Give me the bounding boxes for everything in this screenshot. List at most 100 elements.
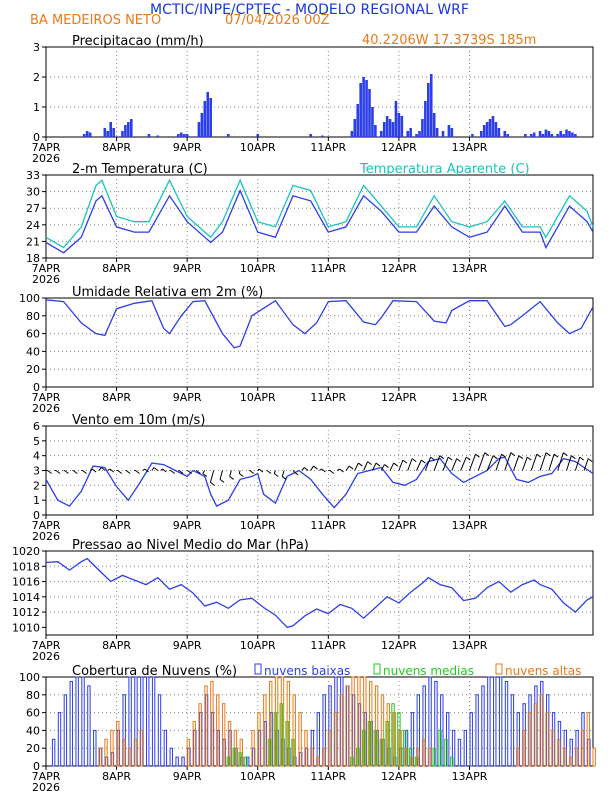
clouds-xtick-label: 11APR	[310, 770, 346, 783]
rh-xtick-label: 13APR	[452, 391, 488, 404]
wind-barb-flag	[170, 470, 176, 474]
cloud-legend-swatch	[254, 663, 262, 675]
wind-barb	[345, 465, 350, 471]
precip-bar	[427, 83, 430, 137]
slp-xtick-label: 11APR	[310, 639, 346, 652]
wind-barb-flag	[456, 458, 461, 463]
cloud-bar-mid	[438, 729, 442, 767]
cloud-bar-low	[457, 738, 462, 767]
precip-bar	[103, 128, 107, 137]
cloud-bar-low	[510, 694, 515, 767]
precip-bar	[485, 122, 489, 137]
cloud-bar-high	[368, 680, 373, 767]
wind-line-blue	[45, 456, 594, 509]
precip-bar	[447, 125, 451, 137]
precip-bar	[185, 134, 189, 137]
cloud-bar-high	[310, 747, 314, 767]
temp-title2: Temperatura Aparente (C)	[359, 162, 530, 177]
cloud-bar-low	[463, 729, 468, 767]
wind-barb	[539, 452, 547, 471]
precip-ytick-label: 2	[33, 71, 40, 84]
wind-barb-flag	[153, 467, 159, 471]
wind-ytick-label: 5	[33, 435, 40, 448]
slp-year-label: 2026	[32, 650, 60, 663]
cloud-bar-high	[221, 703, 226, 767]
precip-bar	[374, 125, 377, 137]
temp-ytick-label: 18	[26, 252, 40, 265]
wind-ytick-label: 3	[33, 465, 40, 478]
wind-barb	[548, 454, 555, 471]
temp-ytick-label: 21	[26, 235, 40, 248]
cloud-bar-low	[157, 694, 162, 767]
location-label: BA MEDEIROS NETO	[30, 13, 162, 28]
precip-bar	[524, 134, 527, 137]
clouds-xtick-label: 9APR	[173, 770, 202, 783]
rh-xtick-label: 12APR	[381, 391, 417, 404]
precip-bar	[200, 113, 204, 137]
wind-barb-flag	[545, 452, 551, 457]
wind-barb	[301, 467, 305, 471]
precip-ytick-label: 3	[33, 41, 40, 54]
wind-barb-flag	[563, 452, 568, 457]
slp-ytick-label: 1010	[12, 621, 40, 634]
precip-bar	[371, 107, 374, 137]
precip-bar	[532, 132, 536, 137]
precip-bar	[177, 134, 180, 137]
cloud-bar-low	[493, 676, 497, 767]
wind-barb-flag	[402, 459, 408, 464]
cloud-bar-low	[181, 756, 185, 767]
precip-bar	[382, 122, 386, 137]
wind-barb-flag	[229, 476, 234, 480]
cloud-legend-label: nuvens altas	[505, 664, 581, 678]
cloud-bar-high	[427, 747, 432, 767]
wind-barb	[371, 462, 377, 471]
wind-barb	[574, 456, 581, 471]
cloud-bar-low	[469, 712, 473, 767]
cloud-legend-label: nuvens baixas	[264, 664, 350, 678]
slp-title: Pressao ao Nivel Medio do Mar (hPa)	[72, 538, 309, 553]
wind-barb-flag	[202, 473, 208, 477]
wind-barb	[389, 462, 395, 471]
precip-xtick-label: 10APR	[240, 141, 276, 154]
wind-barb-flag	[447, 456, 453, 461]
cloud-bar-mid	[244, 756, 248, 767]
wind-barb-flag	[135, 470, 140, 474]
cloud-bar-high	[257, 712, 261, 767]
wind-xtick-label: 11APR	[310, 519, 346, 532]
wind-barb-flag	[258, 468, 264, 473]
precip-bar	[429, 74, 433, 137]
wind-barb-flag	[109, 468, 115, 473]
temp-line-blue	[45, 188, 594, 254]
wind-barb-flag	[526, 456, 532, 461]
precip-bar	[562, 134, 565, 137]
wind-barb-flag	[321, 468, 326, 473]
wind-year-label: 2026	[32, 530, 60, 543]
precip-bar	[479, 131, 483, 137]
cloud-bar-low	[169, 747, 173, 767]
cloud-bar-high	[321, 747, 326, 767]
cloud-bar-high	[592, 747, 596, 767]
precip-bar	[309, 134, 312, 137]
wind-barb-flag	[249, 470, 255, 474]
wind-barb	[257, 468, 260, 471]
wind-barb-flag	[492, 455, 498, 460]
clouds-panel	[42, 663, 596, 770]
wind-xtick-label: 13APR	[452, 519, 488, 532]
temp-xtick-label: 13APR	[452, 262, 488, 275]
precip-bar	[559, 131, 562, 137]
precip-bar	[497, 128, 501, 137]
precip-xtick-label: 9APR	[173, 141, 202, 154]
cloud-bar-low	[69, 680, 73, 767]
clouds-xtick-label: 13APR	[452, 770, 488, 783]
precip-bar	[350, 131, 354, 137]
temp-ytick-label: 30	[26, 186, 40, 199]
cloud-bar-high	[327, 729, 332, 767]
precip-bar	[424, 101, 427, 137]
precip-bar	[147, 134, 151, 137]
wind-barb	[530, 454, 538, 471]
wind-panel	[42, 425, 594, 519]
wind-barb-flag	[430, 456, 435, 461]
precip-bar	[356, 104, 360, 137]
cloud-legend-swatch	[495, 663, 503, 675]
precip-bar	[353, 119, 357, 137]
